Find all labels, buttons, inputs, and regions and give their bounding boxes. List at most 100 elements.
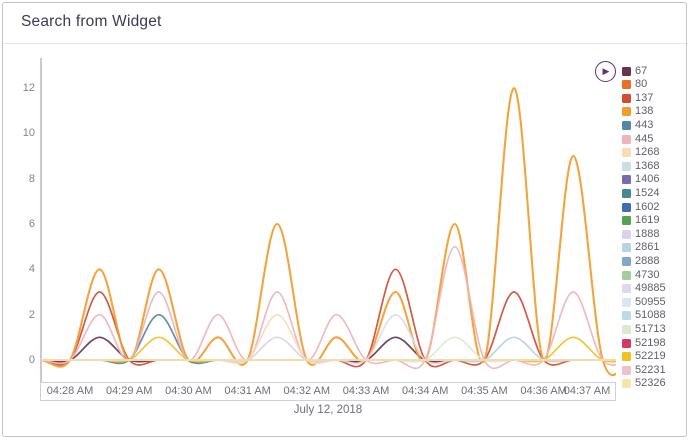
legend-item-1619[interactable]: 1619: [622, 214, 659, 227]
legend-item-52231[interactable]: 52231: [622, 364, 666, 377]
legend-item-1602[interactable]: 1602: [622, 201, 659, 214]
legend-item-443[interactable]: 443: [622, 119, 653, 132]
legend-swatch-icon: [622, 120, 631, 130]
legend-item-2861[interactable]: 2861: [622, 241, 659, 254]
legend-swatch-icon: [622, 324, 631, 334]
legend-label: 52198: [635, 336, 666, 349]
y-tick-label: 0: [28, 354, 35, 366]
legend-swatch-icon: [622, 284, 631, 294]
legend-label: 1619: [635, 214, 660, 227]
legend-swatch-icon: [622, 229, 631, 239]
legend-label: 137: [635, 91, 654, 104]
y-tick-label: 2: [28, 308, 35, 321]
x-tick-label: 04:34 AM: [401, 385, 449, 397]
y-axis-line: [40, 58, 42, 384]
legend-label: 445: [635, 132, 654, 145]
y-tick-label: 8: [28, 172, 35, 185]
legend-item-1268[interactable]: 1268: [622, 146, 659, 159]
x-tick-label: 04:36 AM: [520, 385, 567, 397]
legend-label: 1368: [635, 159, 660, 172]
legend-label: 4730: [635, 268, 660, 281]
legend-label: 1602: [635, 200, 660, 213]
legend-label: 51713: [635, 322, 666, 335]
legend-item-51088[interactable]: 51088: [622, 309, 666, 322]
legend-swatch-icon: [622, 297, 631, 307]
series-line-445: [41, 245, 616, 370]
legend-item-2888[interactable]: 2888: [622, 255, 659, 268]
legend-item-49885[interactable]: 49885: [622, 282, 666, 295]
legend-label: 1406: [635, 173, 660, 186]
legend-swatch-icon: [622, 161, 631, 171]
legend-swatch-icon: [622, 311, 631, 321]
legend-label: 51088: [635, 309, 666, 322]
legend-item-67[interactable]: 67: [622, 65, 647, 78]
legend-label: 1268: [635, 146, 660, 159]
legend-swatch-icon: [622, 175, 631, 185]
legend-label: 138: [635, 105, 654, 118]
legend-swatch-icon: [622, 80, 631, 90]
legend-swatch-icon: [622, 379, 631, 389]
legend-label: 49885: [635, 282, 666, 295]
legend-swatch-icon: [622, 365, 631, 375]
series-line-137: [41, 268, 616, 368]
x-tick-label: 04:28 AM: [46, 385, 94, 397]
x-tick-label: 04:30 AM: [165, 385, 212, 397]
series-line-138: [41, 86, 616, 377]
x-tick-label: 04:33 AM: [342, 385, 390, 397]
play-button[interactable]: ▶: [595, 61, 616, 82]
series-line-1268: [41, 313, 616, 365]
legend-swatch-icon: [622, 107, 631, 117]
legend-label: 2888: [635, 254, 660, 267]
legend-item-1888[interactable]: 1888: [622, 228, 659, 241]
legend-item-1368[interactable]: 1368: [622, 160, 659, 173]
y-tick-label: 12: [22, 81, 35, 94]
x-axis-strip: [40, 382, 616, 401]
x-tick-label: 04:37 AM: [563, 385, 611, 397]
legend-swatch-icon: [622, 66, 631, 76]
legend-item-52198[interactable]: 52198: [622, 337, 666, 350]
x-axis-date-label: July 12, 2018: [293, 404, 363, 416]
legend-swatch-icon: [622, 338, 631, 348]
x-tick-label: 04:32 AM: [283, 385, 331, 397]
legend-item-4730[interactable]: 4730: [622, 269, 659, 282]
search-widget-panel: Search from Widget 12 10 8 6 4 2 0 04:28 AM 04:…: [2, 2, 687, 437]
legend-label: 52231: [635, 363, 666, 376]
legend-label: 80: [635, 78, 648, 91]
legend-swatch-icon: [622, 148, 631, 158]
legend-swatch-icon: [622, 216, 631, 226]
legend-swatch-icon: [622, 134, 631, 144]
legend-item-52326[interactable]: 52326: [622, 377, 666, 390]
legend-swatch-icon: [622, 202, 631, 212]
y-tick-label: 6: [28, 217, 35, 230]
legend-label: 1888: [635, 227, 660, 240]
play-icon: ▶: [602, 66, 610, 76]
widget-title: Search from Widget: [21, 13, 162, 30]
legend-label: 2861: [635, 241, 660, 254]
legend-item-80[interactable]: 80: [622, 78, 647, 91]
legend-item-1524[interactable]: 1524: [622, 187, 659, 200]
legend-label: 67: [635, 64, 648, 77]
legend-item-137[interactable]: 137: [622, 92, 653, 105]
legend-item-445[interactable]: 445: [622, 133, 653, 146]
legend-label: 50955: [635, 295, 666, 308]
series-line-49885: [41, 313, 616, 365]
x-tick-label: 04:29 AM: [105, 385, 153, 397]
widget-header: Search from Widget: [3, 3, 686, 44]
series-line-443: [41, 313, 616, 365]
legend-item-1406[interactable]: 1406: [622, 173, 659, 186]
legend-swatch-icon: [622, 243, 631, 253]
legend-label: 443: [635, 118, 654, 131]
x-tick-label: 04:31 AM: [224, 385, 271, 397]
legend-swatch-icon: [622, 93, 631, 103]
legend-item-138[interactable]: 138: [622, 105, 653, 118]
legend-swatch-icon: [622, 270, 631, 280]
chart-canvas: [41, 86, 616, 377]
y-tick-label: 4: [28, 263, 35, 276]
legend-label: 1524: [635, 186, 660, 199]
legend-item-50955[interactable]: 50955: [622, 296, 666, 309]
legend-swatch-icon: [622, 352, 631, 362]
legend-item-51713[interactable]: 51713: [622, 323, 666, 336]
legend-label: 52326: [635, 377, 666, 390]
legend-item-52219[interactable]: 52219: [622, 350, 666, 363]
legend-swatch-icon: [622, 188, 631, 198]
